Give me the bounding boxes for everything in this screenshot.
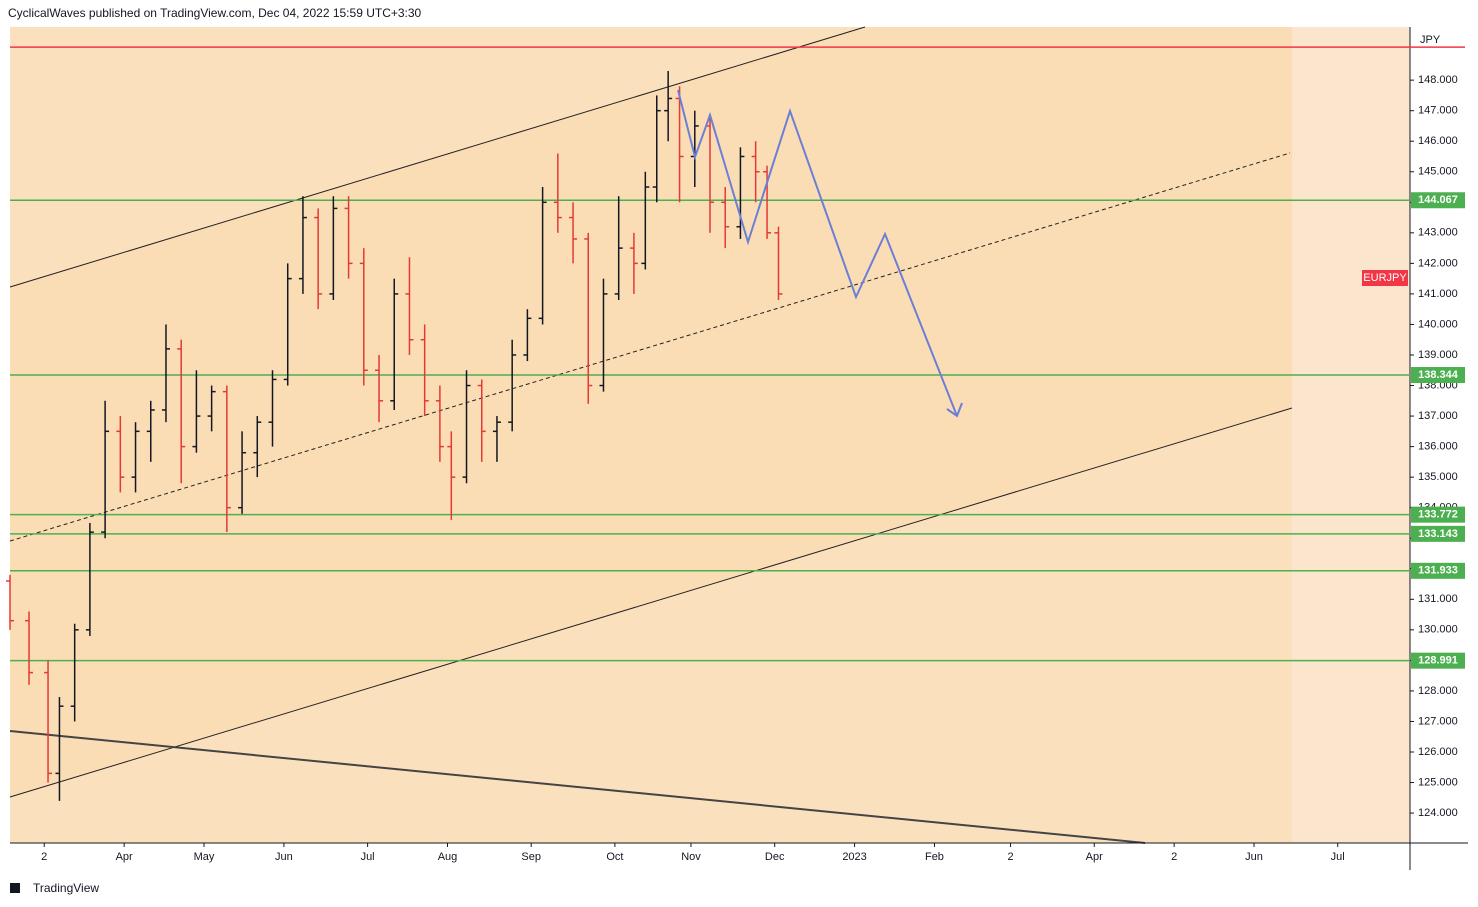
x-tick-label: 2	[41, 851, 47, 863]
channel-lower	[9, 407, 1293, 798]
y-tick-label: 135.000	[1418, 471, 1458, 483]
y-tick-label: 124.000	[1418, 807, 1458, 819]
level-tag-bg	[1411, 367, 1465, 384]
level-tag: 138.344	[1418, 369, 1459, 381]
x-tick-label: Oct	[606, 851, 623, 863]
y-tick-label: 140.000	[1418, 318, 1458, 330]
x-tick-label: Apr	[116, 851, 133, 863]
y-tick-label: 137.000	[1418, 410, 1458, 422]
level-tag-bg	[1411, 525, 1465, 542]
level-tag: 144.067	[1418, 194, 1458, 206]
level-tag: 131.933	[1418, 565, 1458, 577]
marks	[6, 46, 1465, 801]
trend-line	[9, 730, 1146, 844]
y-tick-label: 130.000	[1418, 624, 1458, 636]
y-tick-label: 148.000	[1418, 74, 1458, 86]
x-tick-label: Feb	[925, 851, 944, 863]
symbol-tag: EURJPY	[1363, 272, 1407, 284]
channel-upper	[9, 26, 866, 288]
logo	[10, 883, 20, 893]
channel-mid	[9, 152, 1291, 542]
x-tick-label: 2	[1007, 851, 1013, 863]
y-tick-label: 147.000	[1418, 105, 1458, 117]
projection	[677, 89, 958, 417]
range-zone	[10, 27, 1292, 843]
level-tag-bg	[1411, 506, 1465, 523]
y-tick-label: 143.000	[1418, 227, 1458, 239]
x-tick-label: Aug	[438, 851, 458, 863]
header: CyclicalWaves published on TradingView.c…	[8, 6, 422, 20]
y-tick-label: 128.000	[1418, 685, 1458, 697]
y-tick-label: 131.000	[1418, 593, 1458, 605]
y-tick-label: 126.000	[1418, 746, 1458, 758]
x-tick-label: Jul	[361, 851, 375, 863]
y-tick-label: 141.000	[1418, 288, 1458, 300]
x-tick-label: Jun	[275, 851, 293, 863]
x-tick-label: Apr	[1086, 851, 1103, 863]
x-tick-label: Jun	[1245, 851, 1263, 863]
x-tick-label: Jul	[1331, 851, 1345, 863]
x-tick-label: Sep	[521, 851, 541, 863]
symbol-tag-bg	[1362, 270, 1408, 286]
footer: TradingView	[33, 881, 99, 895]
level-tag: 133.772	[1418, 509, 1458, 521]
level-tag: 133.143	[1418, 528, 1458, 540]
level-tag-bg	[1411, 562, 1465, 579]
channel-fill	[10, 27, 1292, 797]
y-tick-label: 125.000	[1418, 776, 1458, 788]
y-tick-label: 139.000	[1418, 349, 1458, 361]
x-tick-label: 2	[1171, 851, 1177, 863]
x-tick-label: 2023	[842, 851, 866, 863]
y-tick-label: 145.000	[1418, 166, 1458, 178]
level-tag-bg	[1411, 652, 1465, 669]
y-axis-label: JPY	[1420, 34, 1441, 46]
x-tick-label: May	[194, 851, 215, 863]
logo-mark	[10, 883, 20, 893]
level-tag-bg	[1411, 192, 1465, 209]
y-tick-label: 127.000	[1418, 715, 1458, 727]
projection-arrow	[946, 402, 963, 418]
y-tick-label: 142.000	[1418, 257, 1458, 269]
y-tick-label: 146.000	[1418, 135, 1458, 147]
y-tick-label: 136.000	[1418, 441, 1458, 453]
x-tick-label: Nov	[681, 851, 701, 863]
x-tick-label: Dec	[765, 851, 785, 863]
level-tag: 128.991	[1418, 655, 1458, 667]
